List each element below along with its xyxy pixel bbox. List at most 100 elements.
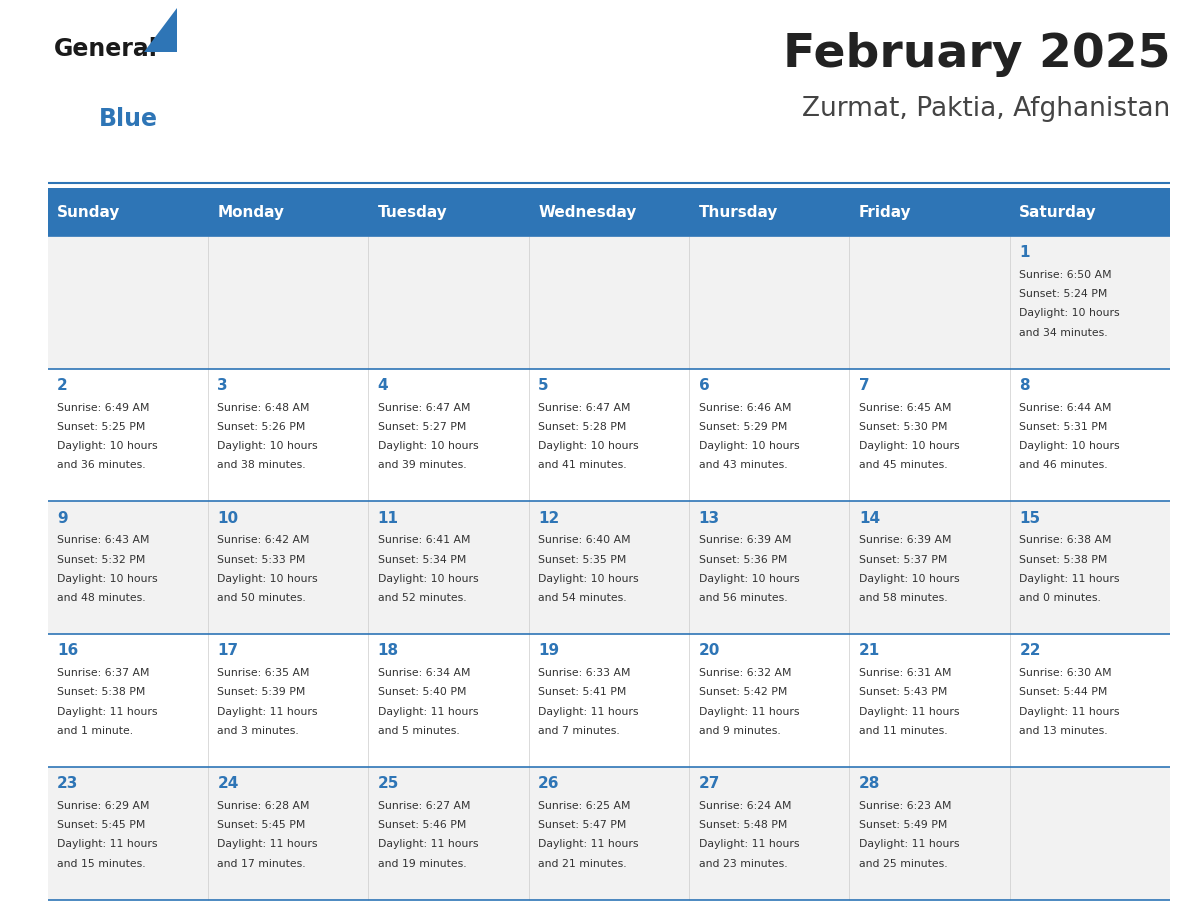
- Text: 4: 4: [378, 378, 388, 393]
- Text: Sunset: 5:29 PM: Sunset: 5:29 PM: [699, 422, 786, 431]
- Text: General: General: [53, 37, 157, 61]
- Text: Thursday: Thursday: [699, 205, 778, 219]
- Text: Daylight: 11 hours: Daylight: 11 hours: [57, 707, 158, 717]
- Text: Daylight: 10 hours: Daylight: 10 hours: [57, 442, 158, 451]
- Text: Sunrise: 6:41 AM: Sunrise: 6:41 AM: [378, 535, 470, 545]
- Text: Sunrise: 6:47 AM: Sunrise: 6:47 AM: [378, 403, 470, 412]
- Text: Daylight: 10 hours: Daylight: 10 hours: [538, 442, 639, 451]
- Text: 16: 16: [57, 644, 78, 658]
- Text: Saturday: Saturday: [1019, 205, 1097, 219]
- Text: Sunset: 5:44 PM: Sunset: 5:44 PM: [1019, 688, 1107, 698]
- Text: 1: 1: [1019, 245, 1030, 260]
- Text: Daylight: 11 hours: Daylight: 11 hours: [378, 839, 479, 849]
- Text: Daylight: 10 hours: Daylight: 10 hours: [699, 574, 800, 584]
- Text: 25: 25: [378, 776, 399, 791]
- Text: and 21 minutes.: and 21 minutes.: [538, 858, 627, 868]
- Text: Sunrise: 6:38 AM: Sunrise: 6:38 AM: [1019, 535, 1112, 545]
- Text: Daylight: 10 hours: Daylight: 10 hours: [699, 442, 800, 451]
- Text: Wednesday: Wednesday: [538, 205, 637, 219]
- Text: Sunset: 5:24 PM: Sunset: 5:24 PM: [1019, 289, 1107, 299]
- Text: Sunset: 5:34 PM: Sunset: 5:34 PM: [378, 554, 466, 565]
- Text: and 5 minutes.: and 5 minutes.: [378, 726, 460, 736]
- Text: and 13 minutes.: and 13 minutes.: [1019, 726, 1108, 736]
- Text: and 52 minutes.: and 52 minutes.: [378, 593, 467, 603]
- Text: and 34 minutes.: and 34 minutes.: [1019, 328, 1108, 338]
- Text: Sunset: 5:38 PM: Sunset: 5:38 PM: [1019, 554, 1107, 565]
- Text: 12: 12: [538, 510, 560, 526]
- Text: and 25 minutes.: and 25 minutes.: [859, 858, 948, 868]
- Text: 5: 5: [538, 378, 549, 393]
- Text: and 11 minutes.: and 11 minutes.: [859, 726, 948, 736]
- Text: Sunrise: 6:39 AM: Sunrise: 6:39 AM: [699, 535, 791, 545]
- Text: Sunset: 5:45 PM: Sunset: 5:45 PM: [217, 820, 305, 830]
- Text: Sunset: 5:40 PM: Sunset: 5:40 PM: [378, 688, 466, 698]
- Text: Daylight: 11 hours: Daylight: 11 hours: [538, 707, 639, 717]
- Text: 19: 19: [538, 644, 560, 658]
- Text: Daylight: 11 hours: Daylight: 11 hours: [378, 707, 479, 717]
- Text: Sunday: Sunday: [57, 205, 120, 219]
- Text: Daylight: 11 hours: Daylight: 11 hours: [859, 839, 960, 849]
- Text: Sunrise: 6:34 AM: Sunrise: 6:34 AM: [378, 668, 470, 678]
- Text: Blue: Blue: [99, 107, 158, 131]
- Text: Zurmat, Paktia, Afghanistan: Zurmat, Paktia, Afghanistan: [802, 96, 1170, 122]
- Text: Sunset: 5:27 PM: Sunset: 5:27 PM: [378, 422, 466, 431]
- Text: Sunrise: 6:27 AM: Sunrise: 6:27 AM: [378, 800, 470, 811]
- Bar: [48, 369, 1170, 501]
- Text: Sunrise: 6:43 AM: Sunrise: 6:43 AM: [57, 535, 150, 545]
- Text: 28: 28: [859, 776, 880, 791]
- Text: and 38 minutes.: and 38 minutes.: [217, 461, 307, 470]
- Text: 27: 27: [699, 776, 720, 791]
- Text: 21: 21: [859, 644, 880, 658]
- Text: Sunrise: 6:25 AM: Sunrise: 6:25 AM: [538, 800, 631, 811]
- Text: Sunrise: 6:42 AM: Sunrise: 6:42 AM: [217, 535, 310, 545]
- Text: Sunset: 5:49 PM: Sunset: 5:49 PM: [859, 820, 947, 830]
- Text: Sunset: 5:41 PM: Sunset: 5:41 PM: [538, 688, 626, 698]
- Text: 22: 22: [1019, 644, 1041, 658]
- Text: and 54 minutes.: and 54 minutes.: [538, 593, 627, 603]
- Text: Sunset: 5:32 PM: Sunset: 5:32 PM: [57, 554, 145, 565]
- Text: Sunrise: 6:30 AM: Sunrise: 6:30 AM: [1019, 668, 1112, 678]
- Text: and 3 minutes.: and 3 minutes.: [217, 726, 299, 736]
- Text: Sunset: 5:33 PM: Sunset: 5:33 PM: [217, 554, 305, 565]
- Text: Sunset: 5:45 PM: Sunset: 5:45 PM: [57, 820, 145, 830]
- Text: 23: 23: [57, 776, 78, 791]
- Text: and 43 minutes.: and 43 minutes.: [699, 461, 788, 470]
- Text: 13: 13: [699, 510, 720, 526]
- Text: Sunrise: 6:40 AM: Sunrise: 6:40 AM: [538, 535, 631, 545]
- Text: and 0 minutes.: and 0 minutes.: [1019, 593, 1101, 603]
- Text: Sunrise: 6:45 AM: Sunrise: 6:45 AM: [859, 403, 952, 412]
- Text: 3: 3: [217, 378, 228, 393]
- Text: Monday: Monday: [217, 205, 284, 219]
- Text: and 7 minutes.: and 7 minutes.: [538, 726, 620, 736]
- Text: Sunrise: 6:23 AM: Sunrise: 6:23 AM: [859, 800, 952, 811]
- Text: and 58 minutes.: and 58 minutes.: [859, 593, 948, 603]
- Text: and 48 minutes.: and 48 minutes.: [57, 593, 146, 603]
- Text: and 9 minutes.: and 9 minutes.: [699, 726, 781, 736]
- Text: Sunrise: 6:44 AM: Sunrise: 6:44 AM: [1019, 403, 1112, 412]
- Text: Daylight: 11 hours: Daylight: 11 hours: [699, 839, 800, 849]
- Text: Sunset: 5:38 PM: Sunset: 5:38 PM: [57, 688, 145, 698]
- Text: 11: 11: [378, 510, 399, 526]
- Text: Sunset: 5:47 PM: Sunset: 5:47 PM: [538, 820, 626, 830]
- Text: Sunset: 5:39 PM: Sunset: 5:39 PM: [217, 688, 305, 698]
- Text: 9: 9: [57, 510, 68, 526]
- Text: Daylight: 10 hours: Daylight: 10 hours: [1019, 308, 1120, 319]
- Text: Daylight: 11 hours: Daylight: 11 hours: [859, 707, 960, 717]
- Text: and 19 minutes.: and 19 minutes.: [378, 858, 467, 868]
- Text: February 2025: February 2025: [783, 32, 1170, 77]
- Text: Sunset: 5:31 PM: Sunset: 5:31 PM: [1019, 422, 1107, 431]
- Bar: [48, 188, 1170, 236]
- Text: Daylight: 10 hours: Daylight: 10 hours: [859, 574, 960, 584]
- Text: and 56 minutes.: and 56 minutes.: [699, 593, 788, 603]
- Text: Tuesday: Tuesday: [378, 205, 448, 219]
- Text: Sunrise: 6:46 AM: Sunrise: 6:46 AM: [699, 403, 791, 412]
- Text: and 46 minutes.: and 46 minutes.: [1019, 461, 1108, 470]
- Text: Daylight: 10 hours: Daylight: 10 hours: [57, 574, 158, 584]
- Text: Sunrise: 6:50 AM: Sunrise: 6:50 AM: [1019, 270, 1112, 280]
- Text: Sunrise: 6:32 AM: Sunrise: 6:32 AM: [699, 668, 791, 678]
- Text: Daylight: 11 hours: Daylight: 11 hours: [57, 839, 158, 849]
- Text: Daylight: 11 hours: Daylight: 11 hours: [217, 707, 318, 717]
- Text: Daylight: 10 hours: Daylight: 10 hours: [217, 442, 318, 451]
- Bar: [48, 236, 1170, 369]
- Text: Daylight: 10 hours: Daylight: 10 hours: [1019, 442, 1120, 451]
